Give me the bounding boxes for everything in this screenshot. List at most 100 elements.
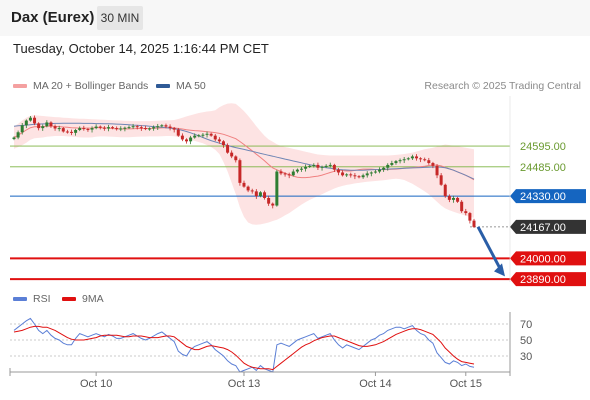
candle (382, 167, 386, 170)
candle (258, 192, 262, 197)
candle (472, 220, 476, 227)
candle (390, 163, 394, 165)
candle (427, 160, 431, 164)
candle (164, 125, 168, 127)
candle (369, 172, 373, 174)
candle (238, 160, 242, 183)
candle (70, 131, 73, 133)
candle (143, 128, 147, 130)
forecast-arrow-head (494, 263, 505, 277)
candle (57, 128, 61, 130)
candle (86, 129, 90, 131)
legend-9ma: 9MA (62, 293, 104, 305)
candle (402, 159, 406, 161)
candle (226, 145, 230, 153)
forecast-arrow-shaft (476, 226, 503, 272)
candle (41, 126, 45, 129)
candle (24, 120, 28, 126)
rsi-line (13, 317, 475, 373)
candle (316, 164, 320, 168)
candle (185, 139, 188, 142)
legend-rsi: RSI (13, 293, 51, 305)
level-label-pivot: 24330.00 (520, 191, 566, 203)
candle (221, 141, 225, 146)
candle (254, 191, 258, 197)
candle (365, 173, 369, 176)
candle (12, 137, 16, 140)
candle (275, 171, 279, 206)
level-label-resistance: 24595.00 (520, 141, 566, 153)
candle (271, 203, 275, 206)
candle (193, 135, 197, 138)
level-tag-last (510, 219, 586, 234)
candle (33, 117, 37, 124)
candle (328, 164, 332, 166)
candle (115, 128, 119, 130)
candle (213, 135, 217, 140)
level-label-last: 24167.00 (520, 222, 566, 234)
header-bar: Dax (Eurex) 30 MIN (0, 0, 590, 36)
x-tick-label: Oct 13 (228, 378, 260, 390)
candle (336, 169, 340, 173)
candle (180, 135, 184, 140)
candle (361, 175, 365, 178)
level-label-support: 24000.00 (520, 253, 566, 265)
rsi-tick-label: 30 (520, 351, 532, 363)
candle (456, 197, 460, 202)
candle (217, 139, 221, 142)
candle (201, 134, 205, 136)
candle (279, 171, 283, 174)
candle (102, 127, 106, 129)
ma50-line (13, 122, 475, 180)
candle (415, 156, 418, 159)
candle (242, 182, 246, 187)
candle (37, 123, 41, 129)
rsi-tick-label: 70 (520, 319, 532, 331)
candle (106, 127, 110, 129)
candle (283, 173, 287, 175)
bollinger-band (14, 103, 474, 225)
x-tick-label: Oct 15 (450, 378, 482, 390)
candle (353, 175, 357, 177)
legend-ma50-label: MA 50 (176, 80, 206, 92)
candle (20, 125, 24, 133)
candle (111, 127, 115, 129)
candle (291, 171, 295, 176)
rsi-swatch (13, 297, 27, 301)
candle (312, 164, 316, 166)
candle (332, 164, 336, 170)
instrument-title: Dax (Eurex) (11, 9, 95, 26)
candle (16, 132, 20, 138)
legend-9ma-label: 9MA (82, 293, 104, 305)
level-tag-pivot (510, 189, 586, 204)
rsi-9ma-line (13, 325, 475, 371)
candle (28, 117, 32, 121)
candle (373, 171, 377, 173)
candle (123, 127, 127, 129)
candle (131, 126, 135, 128)
candle (447, 196, 451, 200)
candle (152, 127, 156, 129)
candle (209, 133, 213, 136)
candle (464, 211, 468, 214)
legend-ma20-label: MA 20 + Bollinger Bands (33, 80, 149, 92)
candle (406, 158, 410, 160)
candle (410, 156, 414, 159)
candle (324, 165, 328, 167)
candle (394, 161, 398, 164)
candle (94, 126, 98, 129)
candle (300, 168, 303, 170)
candle (398, 160, 402, 162)
x-tick-label: Oct 10 (80, 378, 112, 390)
candle (287, 174, 291, 176)
timeframe-button[interactable]: 30 MIN (97, 6, 143, 30)
candle (460, 201, 464, 212)
candles-group (12, 115, 476, 228)
candle (386, 164, 390, 168)
candle (53, 126, 57, 129)
candle (172, 128, 176, 130)
candle (49, 122, 53, 127)
candle (65, 131, 69, 133)
candle (189, 137, 193, 142)
